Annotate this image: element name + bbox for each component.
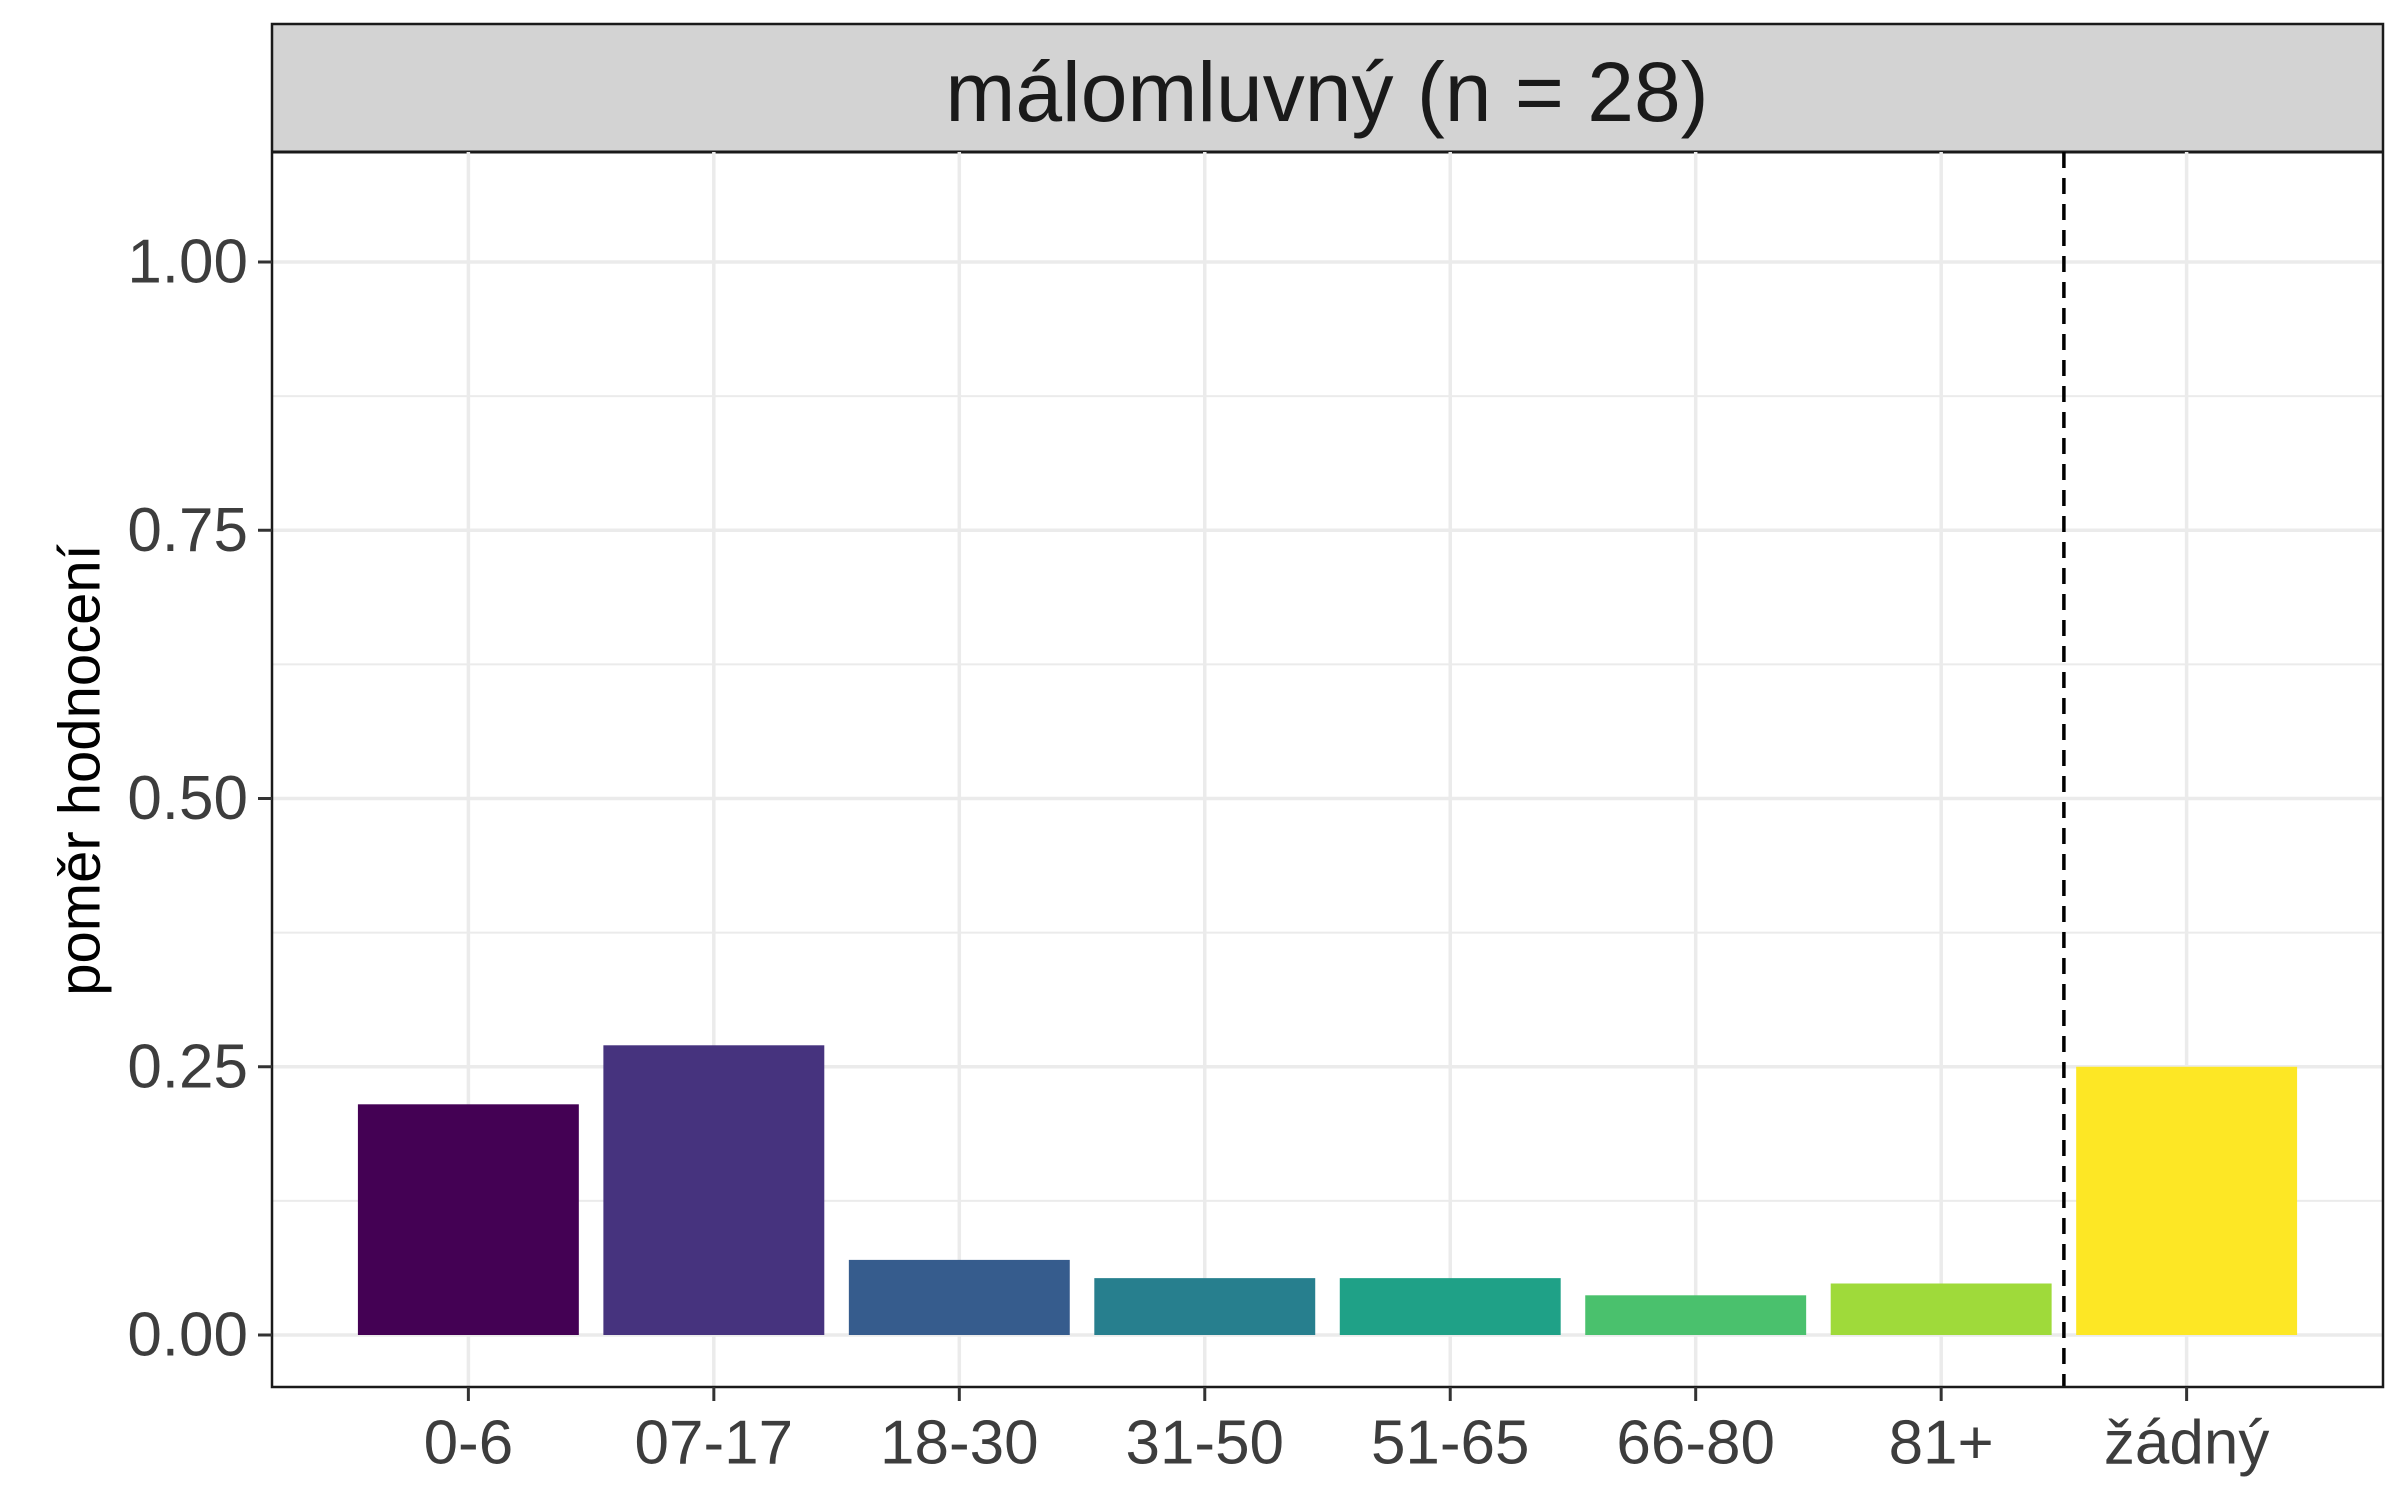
y-tick-label: 1.00 bbox=[127, 228, 248, 297]
x-tick-label: 18-30 bbox=[880, 1409, 1039, 1478]
bars bbox=[357, 1045, 2298, 1335]
y-axis-title: poměr hodnocení bbox=[48, 544, 113, 995]
x-tick-label: 81+ bbox=[1889, 1409, 1994, 1478]
bar-66-80 bbox=[1585, 1295, 1807, 1335]
y-tick-label: 0.75 bbox=[127, 496, 248, 565]
bar-0-6 bbox=[357, 1104, 579, 1335]
axes: 0.00 0.25 0.50 0.75 1.00 0-6 07-17 18-30 31-50 51… bbox=[127, 228, 2269, 1478]
bar-žádný bbox=[2076, 1066, 2298, 1335]
bar-31-50 bbox=[1094, 1278, 1316, 1335]
x-tick-label: žádný bbox=[2104, 1409, 2269, 1478]
gridlines bbox=[272, 152, 2383, 1387]
bar-18-30 bbox=[848, 1259, 1070, 1335]
y-tick-label: 0.25 bbox=[127, 1032, 248, 1101]
bar-07-17 bbox=[603, 1045, 825, 1335]
plot-panel-border bbox=[270, 22, 2385, 1389]
chart-title: málomluvný (n = 28) bbox=[945, 45, 1708, 139]
x-tick-label: 0-6 bbox=[424, 1409, 514, 1478]
y-tick-label: 0.50 bbox=[127, 764, 248, 833]
bar-81+ bbox=[1830, 1283, 2052, 1335]
strip-background bbox=[272, 24, 2383, 152]
x-tick-label: 07-17 bbox=[635, 1409, 794, 1478]
bar-51-65 bbox=[1339, 1278, 1561, 1335]
y-tick-label: 0.00 bbox=[127, 1301, 248, 1370]
x-tick-label: 51-65 bbox=[1371, 1409, 1530, 1478]
x-tick-label: 66-80 bbox=[1616, 1409, 1775, 1478]
x-tick-label: 31-50 bbox=[1125, 1409, 1284, 1478]
